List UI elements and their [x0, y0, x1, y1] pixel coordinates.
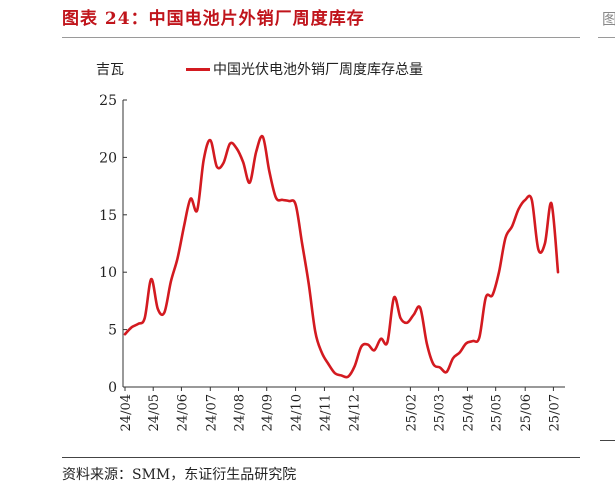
x-tick-label: 24/12 [347, 394, 362, 431]
x-tick-label: 24/06 [175, 394, 190, 431]
figure-title: 图表 24：中国电池片外销厂周度库存 [62, 9, 365, 29]
title-divider [62, 37, 580, 38]
adjacent-figure-divider [598, 37, 615, 38]
legend-swatch [186, 67, 210, 71]
x-tick-label: 24/10 [290, 394, 305, 431]
y-tick-label: 15 [99, 208, 117, 224]
line-chart: 0 5 10 15 20 25 24/04 24/05 24/06 24/07 24/08 24/09… [99, 93, 565, 431]
chart-legend: 中国光伏电池外销厂周度库存总量 [186, 59, 423, 79]
x-tick-label: 25/05 [490, 394, 505, 431]
x-tick-label: 25/07 [547, 394, 562, 431]
source-note: 资料来源：SMM，东证衍生品研究院 [62, 467, 297, 483]
x-tick-label: 24/07 [204, 394, 219, 431]
x-tick-label: 24/05 [147, 394, 162, 431]
y-axis-unit-label: 吉瓦 [96, 62, 124, 78]
x-tick-label: 25/03 [433, 394, 448, 431]
x-tick-label: 24/08 [232, 394, 247, 431]
y-tick-label: 25 [99, 93, 117, 109]
y-tick-label: 20 [99, 150, 117, 166]
legend-label: 中国光伏电池外销厂周度库存总量 [213, 62, 423, 78]
x-tick-label: 25/02 [404, 394, 419, 431]
x-tick-label: 24/09 [261, 394, 276, 431]
x-tick-label: 24/11 [318, 394, 333, 431]
y-tick-label: 0 [108, 380, 117, 396]
adjacent-figure-title-fragment: 图 [602, 10, 615, 28]
x-tick-label: 25/06 [519, 394, 534, 431]
y-tick-label: 5 [108, 323, 117, 339]
y-tick-label: 10 [99, 265, 117, 281]
series-line [123, 134, 560, 379]
x-tick-label: 25/04 [461, 394, 476, 431]
source-divider [62, 457, 580, 458]
x-tick-label: 24/04 [119, 394, 134, 431]
adjacent-figure-footer-rule [600, 440, 615, 441]
